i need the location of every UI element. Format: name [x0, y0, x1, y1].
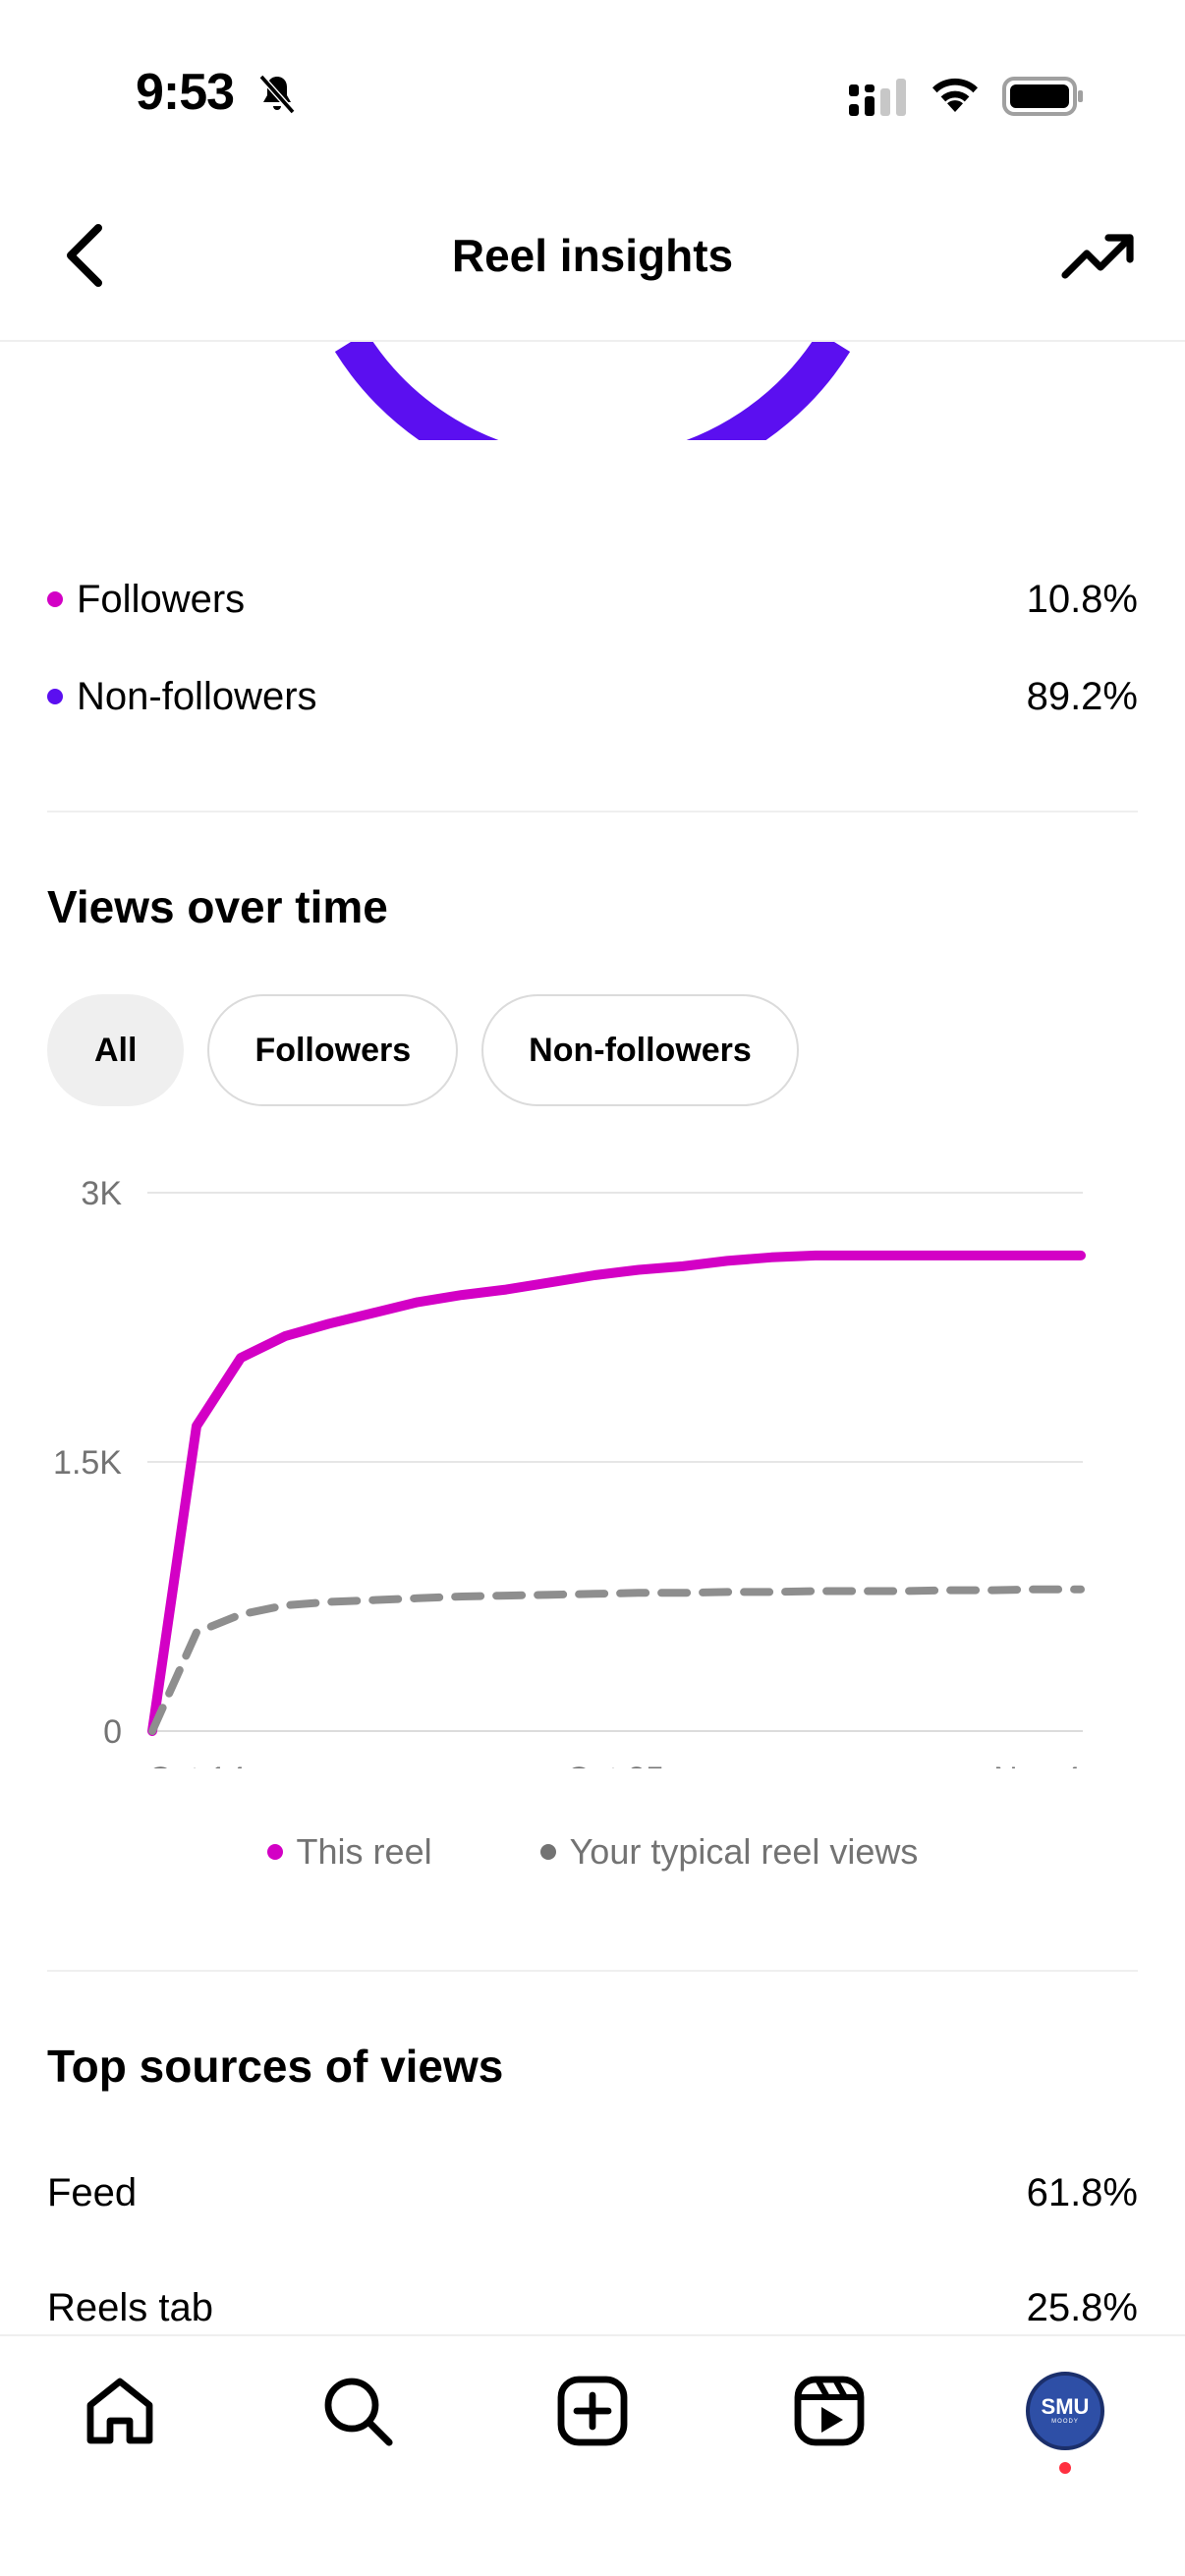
x-tick-label: Nov 4: [993, 1761, 1081, 1768]
header-bar: Reel insights: [0, 177, 1185, 342]
legend-label: Your typical reel views: [569, 1831, 919, 1872]
bell-muted-icon: [258, 74, 296, 115]
x-tick-label: Oct 14: [147, 1761, 246, 1768]
source-value: 61.8%: [1026, 2171, 1138, 2214]
battery-icon: [1002, 77, 1083, 116]
source-row-feed: Feed 61.8%: [47, 2171, 1138, 2215]
filter-chips: All Followers Non-followers: [47, 994, 799, 1106]
audience-row-non-followers: Non-followers 89.2%: [47, 667, 1138, 726]
cellular-signal-icon: [849, 79, 906, 116]
y-tick-label: 1.5K: [53, 1444, 122, 1482]
source-label: Reels tab: [47, 2286, 213, 2329]
avatar-text: SMU: [1041, 2394, 1090, 2419]
y-tick-label: 3K: [81, 1175, 122, 1212]
views-over-time-title: Views over time: [47, 881, 388, 932]
y-tick-label: 0: [103, 1713, 122, 1751]
wifi-icon: [932, 78, 978, 112]
legend-dot: [539, 1844, 556, 1860]
audience-label: Followers: [77, 577, 246, 621]
followers-color-dot: [47, 591, 63, 607]
legend-dot: [266, 1844, 283, 1860]
audience-value: 10.8%: [1026, 577, 1138, 621]
filter-chip-followers[interactable]: Followers: [207, 994, 459, 1106]
filter-chip-all[interactable]: All: [47, 994, 185, 1106]
status-bar: 9:53: [0, 0, 1185, 177]
legend-label: This reel: [296, 1831, 432, 1872]
avatar-subtext: MOODY: [1051, 2419, 1079, 2425]
x-tick-label: Oct 25: [566, 1761, 664, 1768]
audience-value: 89.2%: [1026, 674, 1138, 718]
source-label: Feed: [47, 2171, 138, 2214]
page-title: Reel insights: [451, 230, 734, 281]
status-time: 9:53: [136, 64, 235, 121]
section-divider: [47, 811, 1138, 812]
top-sources-title: Top sources of views: [47, 2041, 504, 2092]
source-value: 25.8%: [1026, 2286, 1138, 2329]
audience-label: Non-followers: [77, 674, 317, 718]
source-row-reels-tab: Reels tab 25.8%: [47, 2286, 1138, 2330]
audience-row-followers: Followers 10.8%: [47, 570, 1138, 629]
section-divider: [47, 1970, 1138, 1972]
legend-item-this-reel: This reel: [266, 1831, 432, 1873]
reels-icon[interactable]: [792, 2374, 867, 2448]
audience-donut-chart: [334, 342, 851, 440]
donut-segment-non-followers: [334, 342, 851, 440]
bottom-nav-bar: SMU MOODY: [0, 2334, 1185, 2576]
views-line-chart: 3K 1.5K 0 Oct 14 Oct 25 Nov 4: [53, 1175, 1086, 1768]
chart-legend: This reel Your typical reel views: [0, 1831, 1185, 1873]
search-icon[interactable]: [320, 2374, 395, 2448]
series-line-typical-reel-views: [148, 1585, 1085, 1735]
create-post-icon[interactable]: [555, 2374, 630, 2448]
non-followers-color-dot: [47, 689, 63, 704]
notification-dot: [1059, 2462, 1071, 2474]
filter-chip-non-followers[interactable]: Non-followers: [481, 994, 799, 1106]
profile-avatar[interactable]: SMU MOODY: [1026, 2372, 1104, 2450]
home-icon[interactable]: [83, 2374, 157, 2448]
back-arrow-icon[interactable]: [55, 220, 114, 291]
trending-up-icon[interactable]: [1061, 224, 1136, 287]
legend-item-typical: Your typical reel views: [539, 1831, 919, 1873]
series-line-this-reel: [147, 1250, 1086, 1736]
